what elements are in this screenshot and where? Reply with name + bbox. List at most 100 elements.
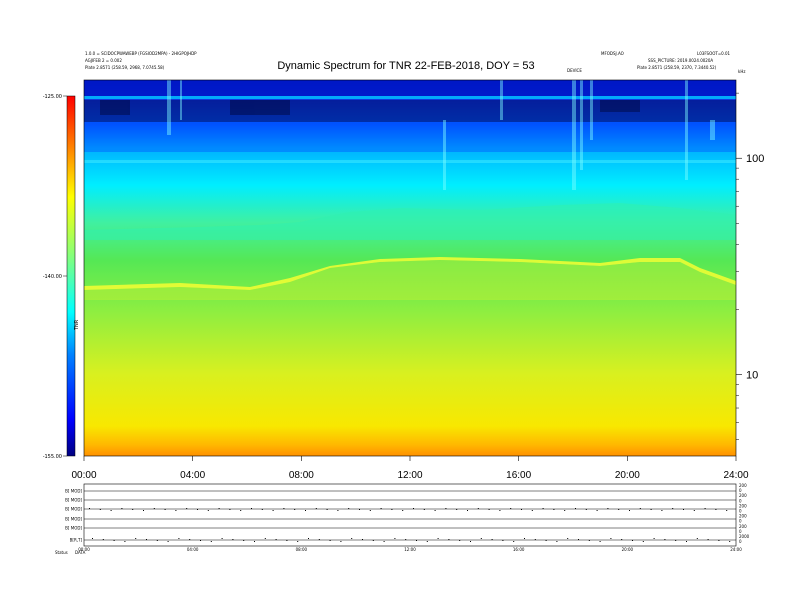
trace-point (362, 539, 363, 540)
header-right-line3: Plate 2.8571 (258.59, 2370, 7.3440.52) (637, 65, 717, 70)
trace-point (146, 539, 147, 540)
trace-point (221, 538, 223, 539)
trace-point (542, 508, 544, 509)
trace-point (499, 510, 501, 511)
trace-point (416, 540, 417, 541)
trace-point (610, 538, 612, 539)
trace-point (283, 508, 285, 509)
ancillary-traces (84, 490, 736, 542)
trace-point (513, 541, 515, 542)
x-tick-label: 04:00 (180, 470, 205, 481)
trace-point (524, 538, 525, 539)
trace-point (437, 538, 439, 539)
trace-point (715, 509, 717, 510)
trace-point (686, 541, 687, 542)
trace-point (480, 538, 482, 539)
trace-point (693, 510, 695, 511)
trace-point (456, 509, 458, 510)
trace-point (92, 538, 93, 539)
trace-point (102, 539, 104, 540)
status-value: DATA (75, 550, 86, 555)
trace-point (305, 510, 306, 511)
trace-point (207, 510, 209, 511)
vertical-bursts (167, 80, 715, 190)
trace-point (167, 541, 169, 542)
x-tick-label: 20:00 (615, 470, 640, 481)
trace-point (629, 510, 630, 511)
x-axis-ticks: 00:00 04:00 08:00 12:00 16:00 20:00 24:00 (71, 456, 749, 481)
ancillary-row-labels: B[ MOD] B[ MOD] B[ MOD] B[ MOD] B[ MOD] B[R,T… (65, 489, 82, 543)
trace-point (402, 510, 404, 511)
ancillary-right-label: 0 (739, 539, 742, 544)
trace-point (521, 509, 522, 510)
ancillary-right-label: 200 (739, 514, 747, 519)
colorbar-tick-label: -140.00 (43, 274, 62, 280)
trace-point (359, 509, 360, 510)
ancillary-row-label: B[ MOD] (65, 526, 82, 531)
trace-point (405, 539, 407, 540)
y-axis-ticks: 100 10 (736, 92, 764, 440)
header-left-line3: Plate 2.8571 (258.59, 2968, 7.0745.58) (85, 65, 165, 70)
trace-point (639, 508, 641, 509)
trace-point (329, 540, 331, 541)
ancillary-right-label: 0 (739, 529, 742, 534)
trace-point (124, 541, 126, 542)
trace-point (232, 539, 234, 540)
ancillary-right-label: 200 (739, 493, 747, 498)
trace-point (502, 540, 504, 541)
trace-point (372, 540, 374, 541)
trace-point (642, 541, 644, 542)
trace-point (683, 509, 684, 510)
trace-point (488, 509, 490, 510)
trace-point (197, 509, 198, 510)
trace-point (650, 509, 652, 510)
trace-point (448, 539, 450, 540)
trace-point (545, 540, 547, 541)
ancillary-time-label: 12:00 (404, 547, 416, 552)
trace-point (653, 538, 655, 539)
trace-point (696, 538, 698, 539)
trace-point (394, 538, 396, 539)
trace-point (534, 539, 536, 540)
trace-point (588, 540, 590, 541)
y-tick-label: 100 (746, 153, 764, 165)
trace-point (567, 538, 569, 539)
trace-point (351, 538, 353, 539)
trace-point (596, 510, 598, 511)
trace-point (156, 540, 158, 541)
trace-point (564, 510, 566, 511)
trace-point (272, 510, 274, 511)
trace-point (491, 539, 493, 540)
ancillary-right-label: 0 (739, 519, 742, 524)
trace-point (704, 508, 706, 509)
trace-point (672, 508, 674, 509)
trace-point (607, 508, 609, 509)
trace-point (445, 508, 447, 509)
trace-point (510, 508, 512, 509)
header-left-line2: AGJIFEB 2 = 0.002 (85, 58, 122, 63)
trace-point (553, 509, 555, 510)
trace-point (477, 508, 479, 509)
trace-point (470, 541, 471, 542)
trace-point (340, 541, 342, 542)
colorbar-ticks: -125.00 -140.00 -155.00 (43, 94, 67, 460)
trace-point (718, 540, 720, 541)
trace-point (632, 540, 633, 541)
chart-title: Dynamic Spectrum for TNR 22-FEB-2018, DO… (277, 60, 534, 72)
header-right-line2: SSS_PICTURE: 2019.0024.0020A (648, 58, 713, 63)
colorbar (66, 95, 76, 457)
trace-point (467, 510, 468, 511)
trace-point (113, 540, 115, 541)
trace-point (240, 510, 242, 511)
header-right-line1b: L03FSOOT=0.01 (697, 51, 731, 56)
colorbar-tick-label: -125.00 (43, 94, 62, 100)
trace-point (132, 509, 134, 510)
spectrogram-image (84, 80, 736, 456)
header-right-line1a: MFODSJ.AO (601, 51, 624, 56)
trace-point (153, 508, 155, 509)
trace-point (337, 510, 339, 511)
trace-point (264, 538, 266, 539)
trace-point (254, 541, 255, 542)
ancillary-row-label: B[ MOD] (65, 498, 82, 503)
